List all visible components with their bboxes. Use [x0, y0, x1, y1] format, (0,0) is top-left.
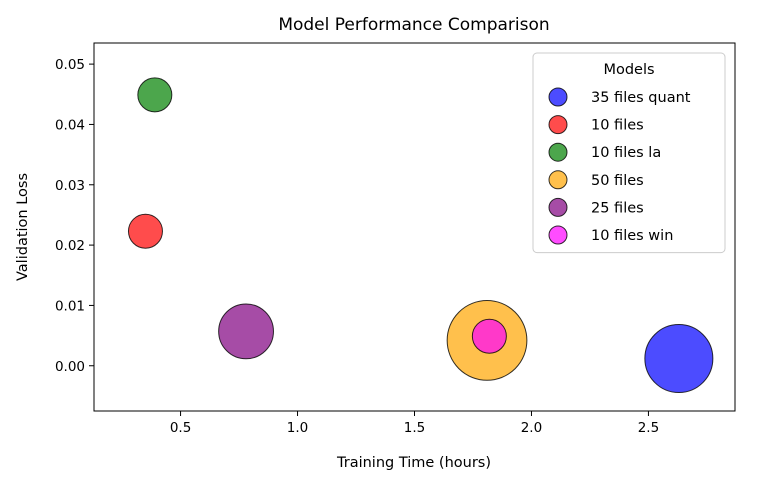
data-point: [644, 324, 714, 394]
legend-marker: [548, 87, 568, 107]
y-tick-label: 0.04: [55, 117, 85, 133]
legend-label: 25 files: [591, 200, 644, 216]
legend-title: Models: [603, 62, 654, 78]
data-point: [218, 303, 274, 360]
legend-marker: [548, 225, 568, 245]
legend-marker: [548, 197, 568, 217]
y-axis-label: Validation Loss: [15, 173, 31, 281]
x-tick-label: 1.5: [404, 420, 425, 436]
legend: Models 35 files quant 10 files 10 files la 5…: [532, 52, 726, 254]
legend-box: [532, 52, 726, 254]
y-tick-label: 0.03: [55, 178, 85, 194]
legend-marker: [548, 142, 568, 162]
y-tick-label: 0.00: [55, 359, 85, 375]
y-tick-label: 0.05: [55, 57, 85, 73]
x-tick-label: 1.0: [287, 420, 308, 436]
chart-title: Model Performance Comparison: [278, 15, 549, 35]
legend-label: 35 files quant: [591, 90, 691, 106]
legend-marker: [548, 170, 568, 190]
y-tick-label: 0.02: [55, 238, 85, 254]
data-point: [127, 213, 163, 249]
axis-ticks: 0.5 1.0 1.5 2.0 2.5 0.00 0.01 0.02 0.03 0.04 0.05: [55, 57, 659, 436]
legend-marker: [548, 115, 568, 135]
legend-label: 10 files la: [591, 145, 661, 161]
legend-label: 10 files win: [591, 228, 673, 244]
data-point: [471, 318, 507, 354]
x-tick-label: 2.5: [638, 420, 659, 436]
y-tick-label: 0.01: [55, 298, 85, 314]
plot-area: [127, 77, 714, 394]
x-tick-label: 0.5: [170, 420, 191, 436]
x-tick-label: 2.0: [521, 420, 542, 436]
legend-label: 10 files: [591, 118, 644, 134]
x-axis-label: Training Time (hours): [336, 455, 491, 471]
data-point: [137, 77, 173, 113]
legend-label: 50 files: [591, 173, 644, 189]
